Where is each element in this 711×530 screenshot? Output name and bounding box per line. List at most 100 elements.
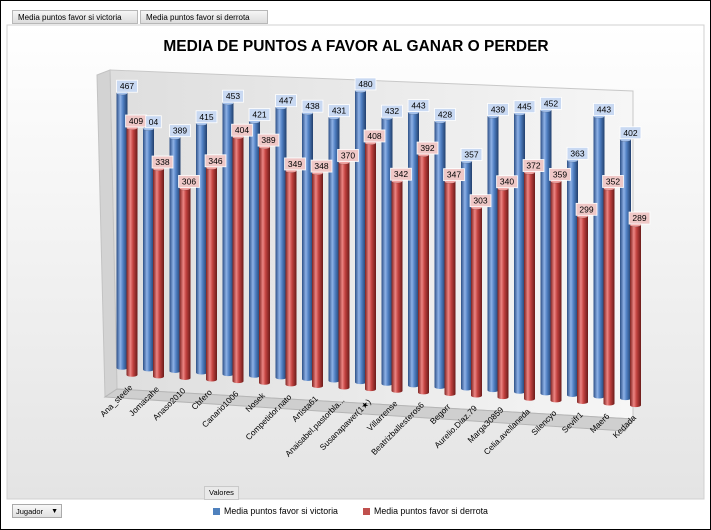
bar-victoria-base xyxy=(381,382,393,386)
data-label-derrota-bg xyxy=(416,141,439,155)
legend-item-derrota: Media puntos favor si derrota xyxy=(363,505,488,517)
bar-victoria-base xyxy=(328,379,340,383)
chart-title: MEDIA DE PUNTOS A FAVOR AL GANAR O PERDE… xyxy=(163,38,548,55)
data-label-victoria-text: 443 xyxy=(411,101,425,111)
bar-derrota-body xyxy=(418,155,429,393)
values-field-button[interactable]: Valores xyxy=(204,486,239,500)
data-label-victoria: 443 xyxy=(593,103,615,116)
legend-label-victoria: Media puntos favor si victoria xyxy=(224,506,338,516)
bar-derrota xyxy=(391,179,403,393)
bar-victoria-base xyxy=(593,395,605,399)
data-label-derrota-text: 409 xyxy=(129,116,143,126)
data-label-victoria-bg xyxy=(222,89,244,103)
data-label-derrota: 389 xyxy=(257,133,280,147)
jugador-dropdown[interactable]: Jugador ▼ xyxy=(12,504,62,518)
legend: Media puntos favor si victoria Media pun… xyxy=(206,501,631,521)
data-label-derrota: 342 xyxy=(390,167,412,181)
bar-derrota xyxy=(417,153,430,395)
data-label-derrota-bg xyxy=(390,167,412,181)
bar-derrota-base xyxy=(550,398,562,403)
data-label-victoria-bg xyxy=(248,108,271,121)
data-label-victoria-bg xyxy=(513,100,536,114)
data-label-derrota-text: 347 xyxy=(447,170,461,180)
bar-derrota-body xyxy=(179,188,191,379)
data-label-derrota-text: 392 xyxy=(420,143,434,153)
data-label-derrota: 303 xyxy=(469,194,492,208)
filter-tab-victoria[interactable]: Media puntos favor si victoria xyxy=(12,10,138,24)
bar-derrota-body xyxy=(497,188,509,398)
bar-victoria-body xyxy=(169,137,181,372)
data-label-derrota: 347 xyxy=(443,168,465,182)
bar-derrota-body xyxy=(444,181,456,395)
bar-victoria-base xyxy=(487,388,499,393)
bar-derrota-base xyxy=(603,402,615,406)
data-label-victoria: 402 xyxy=(619,126,642,140)
bar-victoria-body xyxy=(249,121,260,377)
data-label-victoria: 443 xyxy=(407,99,430,113)
bar-derrota-base xyxy=(232,379,244,384)
data-label-victoria: 439 xyxy=(487,103,509,116)
bar-victoria xyxy=(434,119,446,389)
bar-derrota xyxy=(152,167,165,379)
bar-victoria xyxy=(566,158,579,397)
data-label-victoria-bg xyxy=(593,103,615,116)
bar-victoria-base xyxy=(434,385,446,389)
data-label-victoria-text: 447 xyxy=(279,96,293,106)
bar-derrota-base xyxy=(391,389,403,393)
bar-derrota xyxy=(311,171,324,388)
bar-victoria-base xyxy=(514,390,525,394)
bar-derrota xyxy=(338,160,350,390)
data-label-derrota-bg xyxy=(284,157,306,171)
bar-victoria-body xyxy=(222,103,234,375)
bar-victoria-base xyxy=(222,372,234,377)
data-label-victoria-bg xyxy=(407,99,430,113)
data-label-victoria-text: 445 xyxy=(517,102,531,112)
data-label-derrota-bg xyxy=(469,194,492,208)
bar-victoria-body xyxy=(143,128,154,370)
bar-victoria-base xyxy=(355,380,366,385)
data-label-victoria-text: 438 xyxy=(305,101,319,111)
bar-victoria-body xyxy=(461,161,472,389)
data-label-victoria: 445 xyxy=(513,100,536,114)
data-label-victoria: 432 xyxy=(381,104,403,118)
data-label-victoria-bg xyxy=(487,103,509,116)
bar-victoria-body xyxy=(116,93,128,368)
data-label-derrota-text: 352 xyxy=(606,176,620,186)
data-label-victoria-text: 363 xyxy=(570,148,584,158)
bar-derrota-base xyxy=(338,386,350,390)
bar-derrota-base xyxy=(206,378,217,382)
bar-derrota-base xyxy=(153,374,164,379)
bar-victoria-body xyxy=(196,123,207,373)
data-label-derrota-bg xyxy=(628,211,651,225)
data-label-derrota: 349 xyxy=(284,157,306,171)
data-label-derrota: 359 xyxy=(549,167,571,181)
data-label-victoria: 452 xyxy=(540,96,562,110)
bar-victoria-base xyxy=(169,369,181,373)
data-label-victoria-bg xyxy=(328,104,350,118)
bar-victoria-body xyxy=(302,113,313,380)
data-label-derrota-text: 370 xyxy=(341,150,355,160)
bar-victoria-body xyxy=(328,117,340,381)
bar-derrota xyxy=(603,186,615,406)
data-label-victoria-text: 480 xyxy=(358,79,372,89)
data-label-derrota-text: 346 xyxy=(208,156,222,166)
data-label-victoria-text: 432 xyxy=(385,106,399,116)
data-label-derrota-bg xyxy=(310,159,333,173)
bar-victoria-body xyxy=(275,107,287,378)
bar-victoria xyxy=(407,110,420,388)
data-label-victoria-bg xyxy=(540,96,562,110)
data-label-derrota-bg xyxy=(363,129,386,143)
data-label-derrota-bg xyxy=(151,155,174,169)
data-label-derrota: 338 xyxy=(151,155,174,169)
data-label-derrota-bg xyxy=(549,167,571,181)
bar-victoria xyxy=(381,116,393,386)
data-label-victoria-text: 428 xyxy=(438,109,452,119)
filter-tab-derrota[interactable]: Media puntos favor si derrota xyxy=(140,10,268,24)
data-label-derrota-text: 404 xyxy=(235,125,249,135)
data-label-derrota: 306 xyxy=(178,175,200,188)
data-label-victoria-bg xyxy=(301,99,324,113)
bar-derrota-body xyxy=(285,170,297,385)
bar-victoria xyxy=(540,108,552,396)
